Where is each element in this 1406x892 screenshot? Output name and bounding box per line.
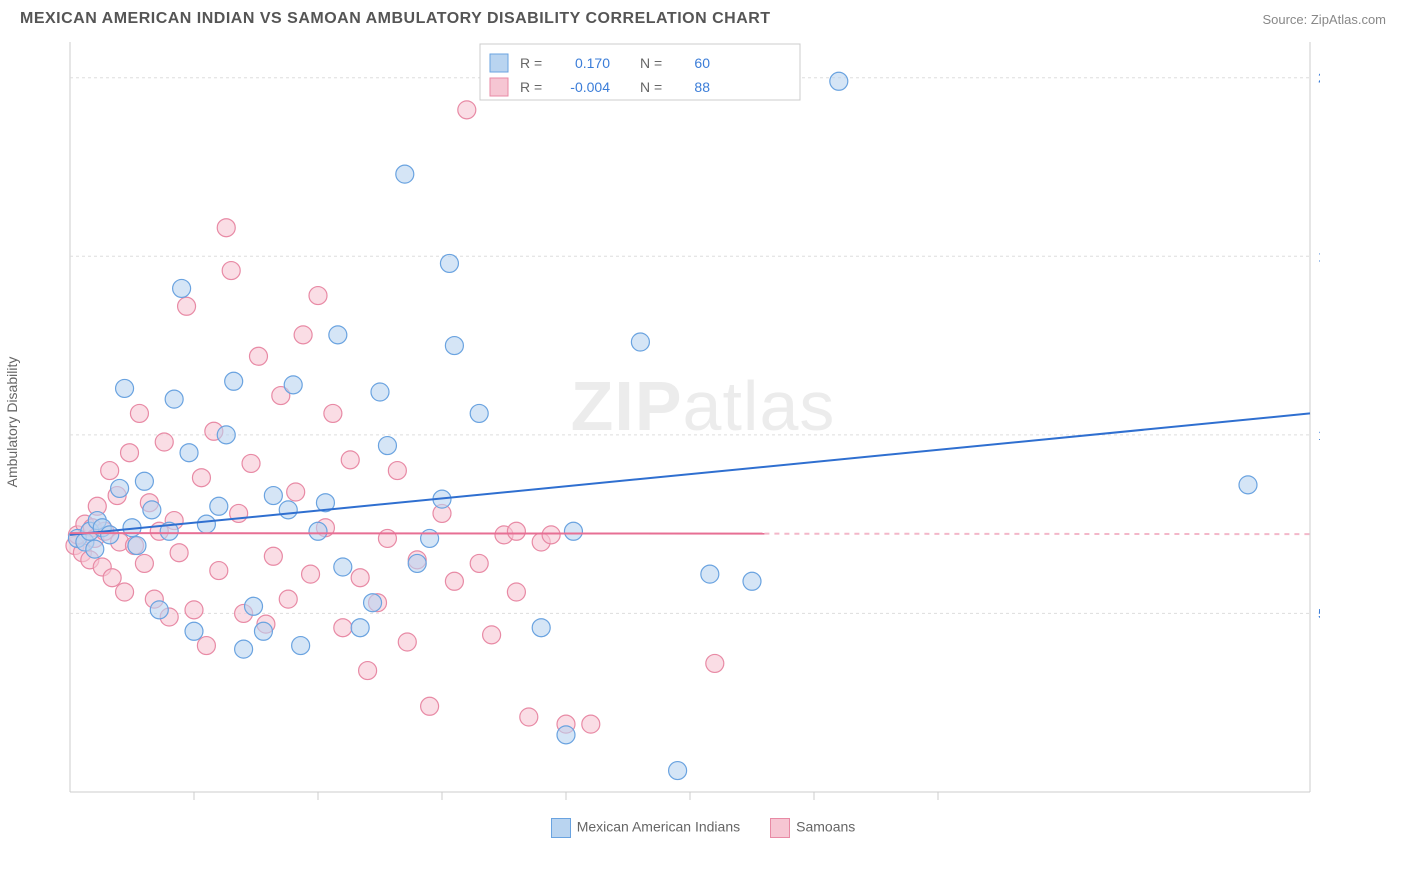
legend-label: Mexican American Indians — [577, 819, 740, 835]
y-axis-label: Ambulatory Disability — [4, 357, 20, 488]
scatter-chart: 5.0% 10.0% 15.0% 20.0% 0.0% 50.0% R = 0.170 N = 6… — [20, 32, 1320, 812]
svg-text:0.0%: 0.0% — [70, 809, 102, 812]
svg-text:0.170: 0.170 — [575, 55, 610, 71]
chart-area: Ambulatory Disability 5.0%10.0%15.0%20.0… — [20, 32, 1386, 812]
svg-text:N =: N = — [640, 79, 662, 95]
svg-text:R =: R = — [520, 79, 542, 95]
svg-text:R =: R = — [520, 55, 542, 71]
source-label: Source: ZipAtlas.com — [1262, 12, 1386, 27]
header: MEXICAN AMERICAN INDIAN VS SAMOAN AMBULA… — [0, 0, 1406, 32]
svg-text:20.0%: 20.0% — [1318, 70, 1320, 86]
svg-text:50.0%: 50.0% — [1270, 809, 1310, 812]
legend-swatch — [551, 818, 571, 838]
svg-text:10.0%: 10.0% — [1318, 427, 1320, 443]
legend-label: Samoans — [796, 819, 855, 835]
legend-swatch — [770, 818, 790, 838]
svg-text:N =: N = — [640, 55, 662, 71]
legend-item: Mexican American Indians — [551, 818, 740, 838]
svg-text:60: 60 — [694, 55, 710, 71]
svg-text:88: 88 — [694, 79, 710, 95]
chart-title: MEXICAN AMERICAN INDIAN VS SAMOAN AMBULA… — [20, 10, 771, 28]
svg-text:15.0%: 15.0% — [1318, 248, 1320, 264]
svg-text:-0.004: -0.004 — [570, 79, 610, 95]
svg-text:5.0%: 5.0% — [1318, 605, 1320, 621]
bottom-legend: Mexican American Indians Samoans — [0, 818, 1406, 838]
legend-item: Samoans — [770, 818, 855, 838]
